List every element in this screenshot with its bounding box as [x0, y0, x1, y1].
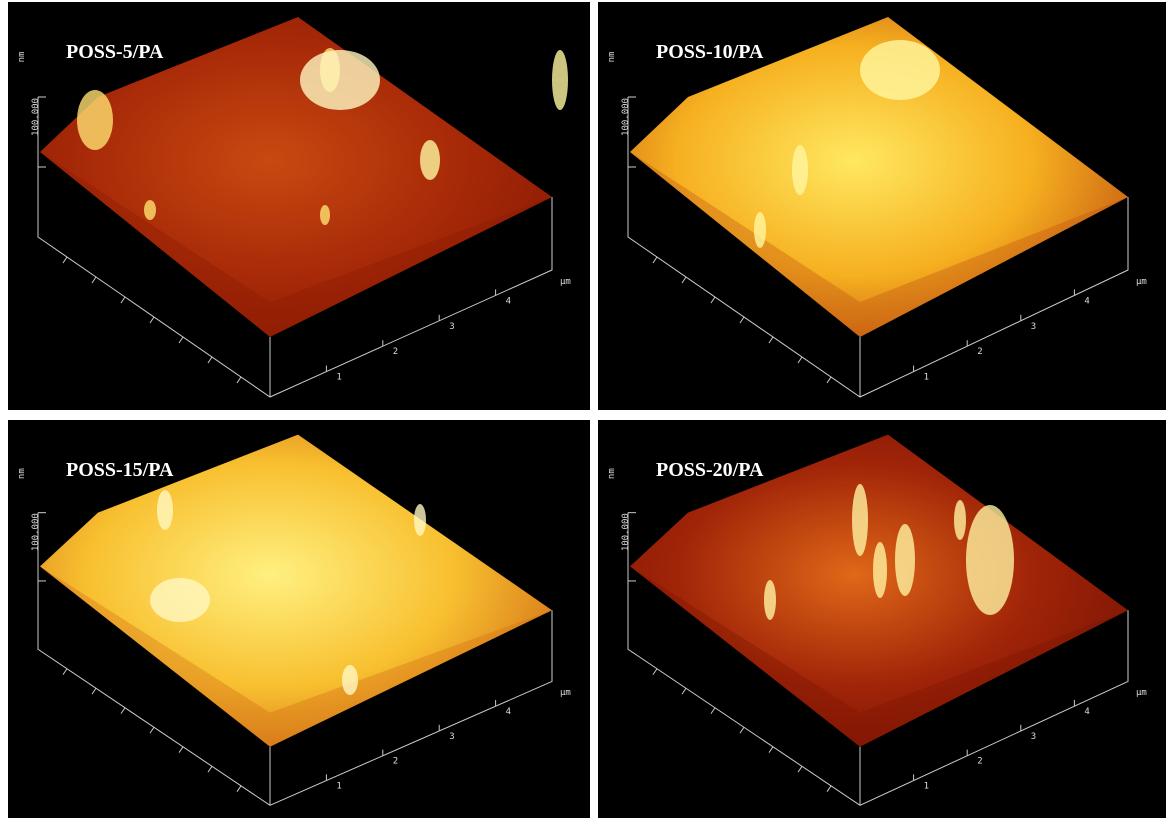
surface-peak — [320, 205, 330, 225]
panel-title: POSS-20/PA — [656, 459, 764, 481]
z-unit: nm — [607, 468, 617, 479]
surface-peak — [552, 50, 568, 110]
x-tick-label: 4 — [1084, 296, 1089, 306]
surface-peak — [764, 580, 776, 620]
z-tick-label: 100.000 — [621, 513, 631, 551]
surface-peak — [150, 578, 210, 622]
x-tick-label: 1 — [336, 373, 341, 383]
surface-peak — [954, 500, 966, 540]
surface-peak — [342, 665, 358, 695]
z-unit: nm — [17, 468, 27, 479]
panel-title: POSS-15/PA — [66, 459, 174, 481]
surface-peak — [895, 524, 915, 596]
surface-peak — [157, 490, 173, 530]
x-tick-label: 3 — [449, 732, 454, 742]
x-tick-label: 2 — [393, 757, 398, 767]
x-tick-label: 2 — [393, 347, 398, 357]
x-tick-label: 3 — [449, 322, 454, 332]
panel-title: POSS-10/PA — [656, 41, 764, 63]
surface-peak — [754, 212, 766, 248]
surface-peak — [852, 484, 868, 556]
x-tick-label: 4 — [1084, 707, 1089, 717]
x-tick-label: 3 — [1031, 732, 1036, 742]
x-unit: μm — [1136, 688, 1147, 698]
x-tick-label: 2 — [977, 757, 982, 767]
afm-panel: POSS-20/PA nm 100.000 1 2 3 4 μm — [598, 420, 1166, 818]
z-unit: nm — [607, 52, 617, 63]
x-unit: μm — [1136, 277, 1147, 287]
z-tick-label: 100.000 — [31, 98, 41, 136]
x-tick-label: 4 — [506, 707, 511, 717]
panel-title: POSS-5/PA — [66, 41, 164, 63]
x-tick-label: 1 — [924, 373, 929, 383]
x-tick-label: 2 — [977, 347, 982, 357]
surface-peak — [873, 542, 887, 598]
surface-peak — [300, 50, 380, 110]
surface-peak — [860, 40, 940, 100]
surface-peak — [420, 140, 440, 180]
afm-panel: POSS-5/PA nm 100.000 1 2 3 4 μm — [8, 2, 590, 410]
figure: POSS-5/PA nm 100.000 1 2 3 4 μm POSS-10/PA nm 100.… — [0, 0, 1166, 821]
z-tick-label: 100.000 — [621, 98, 631, 136]
surface-peak — [77, 90, 113, 150]
surface-peak — [144, 200, 156, 220]
x-tick-label: 3 — [1031, 322, 1036, 332]
surface-peak — [966, 505, 1014, 615]
x-unit: μm — [560, 277, 571, 287]
x-unit: μm — [560, 688, 571, 698]
surface-peak — [414, 504, 426, 536]
x-tick-label: 1 — [924, 781, 929, 791]
z-tick-label: 100.000 — [31, 513, 41, 551]
x-tick-label: 1 — [336, 781, 341, 791]
surface-peak — [792, 145, 808, 195]
x-tick-label: 4 — [506, 296, 511, 306]
z-unit: nm — [17, 52, 27, 63]
